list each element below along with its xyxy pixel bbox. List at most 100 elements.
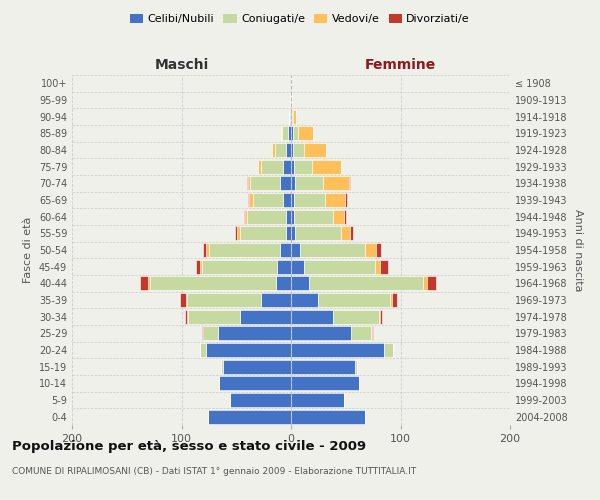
Legend: Celibi/Nubili, Coniugati/e, Vedovi/e, Divorziati/e: Celibi/Nubili, Coniugati/e, Vedovi/e, Di… <box>127 10 473 28</box>
Bar <box>230 393 291 407</box>
Bar <box>187 293 262 307</box>
Bar <box>247 176 248 190</box>
Bar <box>294 193 325 207</box>
Bar <box>291 110 292 124</box>
Bar <box>262 160 283 174</box>
Bar <box>371 326 372 340</box>
Y-axis label: Anni di nascita: Anni di nascita <box>573 208 583 291</box>
Bar <box>291 260 304 274</box>
Bar <box>304 260 376 274</box>
Bar <box>291 393 344 407</box>
Bar <box>209 243 280 257</box>
Bar <box>389 293 392 307</box>
Bar <box>203 326 218 340</box>
Bar <box>289 110 290 124</box>
Bar <box>202 260 277 274</box>
Bar <box>341 226 350 240</box>
Bar <box>291 160 294 174</box>
Bar <box>281 126 282 140</box>
Bar <box>355 360 356 374</box>
Bar <box>291 243 300 257</box>
Bar <box>239 310 291 324</box>
Bar <box>293 143 304 157</box>
Bar <box>291 293 319 307</box>
Bar <box>344 193 347 207</box>
Bar <box>304 143 326 157</box>
Bar <box>140 276 148 290</box>
Text: Maschi: Maschi <box>154 58 209 71</box>
Bar <box>380 310 382 324</box>
Bar <box>291 410 365 424</box>
Bar <box>253 193 283 207</box>
Text: Femmine: Femmine <box>365 58 436 71</box>
Bar <box>188 310 239 324</box>
Bar <box>424 276 427 290</box>
Bar <box>293 110 296 124</box>
Bar <box>350 226 353 240</box>
Bar <box>291 376 359 390</box>
Bar <box>248 176 250 190</box>
Bar <box>291 126 293 140</box>
Bar <box>319 293 389 307</box>
Bar <box>203 243 206 257</box>
Bar <box>291 276 308 290</box>
Bar <box>290 110 291 124</box>
Bar <box>250 193 253 207</box>
Bar <box>291 176 295 190</box>
Bar <box>223 360 291 374</box>
Bar <box>244 210 245 224</box>
Bar <box>208 410 291 424</box>
Bar <box>312 160 341 174</box>
Bar <box>275 276 291 290</box>
Bar <box>206 343 291 357</box>
Bar <box>372 326 373 340</box>
Bar <box>196 260 200 274</box>
Bar <box>294 210 332 224</box>
Bar <box>218 326 291 340</box>
Bar <box>376 243 381 257</box>
Bar <box>282 126 288 140</box>
Y-axis label: Fasce di età: Fasce di età <box>23 217 33 283</box>
Bar <box>325 193 344 207</box>
Bar <box>295 176 323 190</box>
Bar <box>291 326 351 340</box>
Bar <box>291 193 294 207</box>
Bar <box>291 143 293 157</box>
Bar <box>291 343 384 357</box>
Bar <box>247 210 286 224</box>
Bar <box>275 143 286 157</box>
Bar <box>186 293 187 307</box>
Bar <box>332 210 344 224</box>
Bar <box>380 260 388 274</box>
Bar <box>351 326 371 340</box>
Bar <box>349 176 350 190</box>
Bar <box>250 176 280 190</box>
Bar <box>290 93 291 107</box>
Bar <box>300 243 365 257</box>
Bar <box>365 243 376 257</box>
Bar <box>238 226 239 240</box>
Bar <box>427 276 436 290</box>
Bar <box>379 310 380 324</box>
Bar <box>280 176 291 190</box>
Bar <box>280 243 291 257</box>
Bar <box>235 226 238 240</box>
Bar <box>344 210 346 224</box>
Bar <box>272 143 275 157</box>
Bar <box>286 226 291 240</box>
Bar <box>277 260 291 274</box>
Bar <box>288 126 291 140</box>
Bar <box>392 293 397 307</box>
Bar <box>200 260 202 274</box>
Text: Popolazione per età, sesso e stato civile - 2009: Popolazione per età, sesso e stato civil… <box>12 440 366 453</box>
Bar <box>248 193 250 207</box>
Bar <box>185 310 187 324</box>
Bar <box>384 343 393 357</box>
Bar <box>332 310 379 324</box>
Bar <box>291 210 294 224</box>
Bar <box>308 276 424 290</box>
Bar <box>181 293 186 307</box>
Bar <box>323 176 349 190</box>
Bar <box>283 160 291 174</box>
Bar <box>258 160 262 174</box>
